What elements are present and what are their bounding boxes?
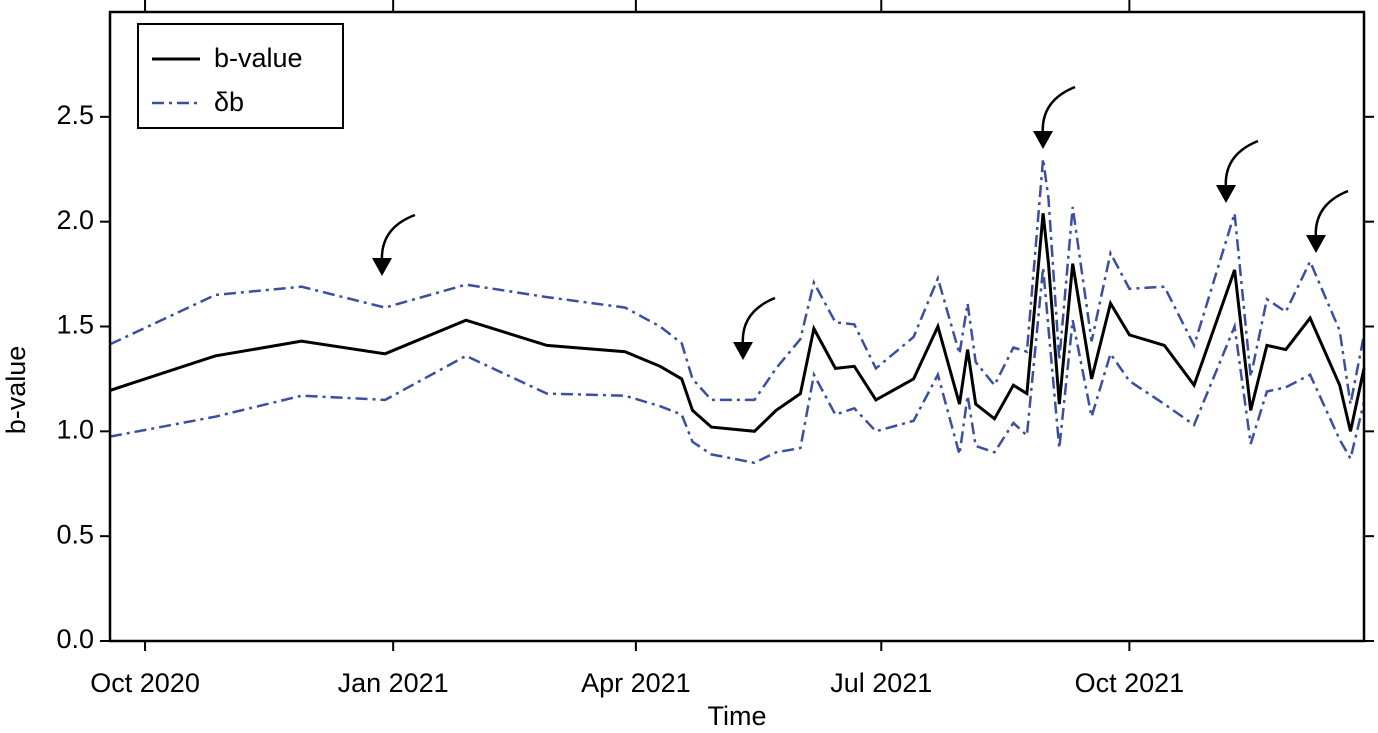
- y-axis-label: b-value: [1, 346, 31, 435]
- arrow-head: [733, 342, 753, 360]
- x-tick-label: Jan 2021: [338, 668, 449, 698]
- legend-label: δb: [214, 87, 244, 117]
- x-axis-label: Time: [708, 701, 767, 731]
- plot-frame: [108, 10, 1366, 643]
- y-tick-label: 0.5: [56, 519, 94, 549]
- arrow: [1314, 189, 1349, 240]
- legend-label: b-value: [214, 43, 303, 73]
- x-tick-label: Oct 2020: [90, 668, 200, 698]
- arrow: [380, 213, 416, 263]
- arrow-head: [1033, 131, 1053, 149]
- x-tick-label: Oct 2021: [1075, 668, 1185, 698]
- arrow: [741, 296, 776, 347]
- y-tick-label: 1.5: [56, 310, 94, 340]
- x-tick-label: Jul 2021: [830, 668, 932, 698]
- y-tick-label: 2.0: [56, 205, 94, 235]
- y-tick-label: 1.0: [56, 414, 94, 444]
- arrows: [372, 85, 1349, 360]
- b-value-line: [109, 213, 1366, 433]
- delta-lower: [109, 267, 1366, 465]
- arrow-head: [1216, 185, 1236, 203]
- y-tick-label: 2.5: [56, 100, 94, 130]
- y-tick-label: 0.0: [56, 624, 94, 654]
- arrow: [1224, 139, 1259, 190]
- x-tick-label: Apr 2021: [581, 668, 691, 698]
- legend-box: [137, 23, 344, 129]
- delta-upper: [109, 158, 1366, 405]
- arrow-head: [1306, 235, 1326, 253]
- arrow-head: [372, 258, 392, 276]
- arrow: [1041, 85, 1076, 136]
